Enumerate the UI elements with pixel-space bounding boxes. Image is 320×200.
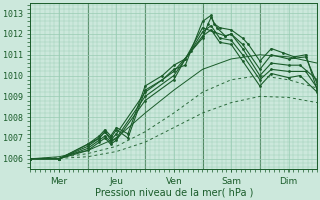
X-axis label: Pression niveau de la mer( hPa ): Pression niveau de la mer( hPa ) [95,187,253,197]
